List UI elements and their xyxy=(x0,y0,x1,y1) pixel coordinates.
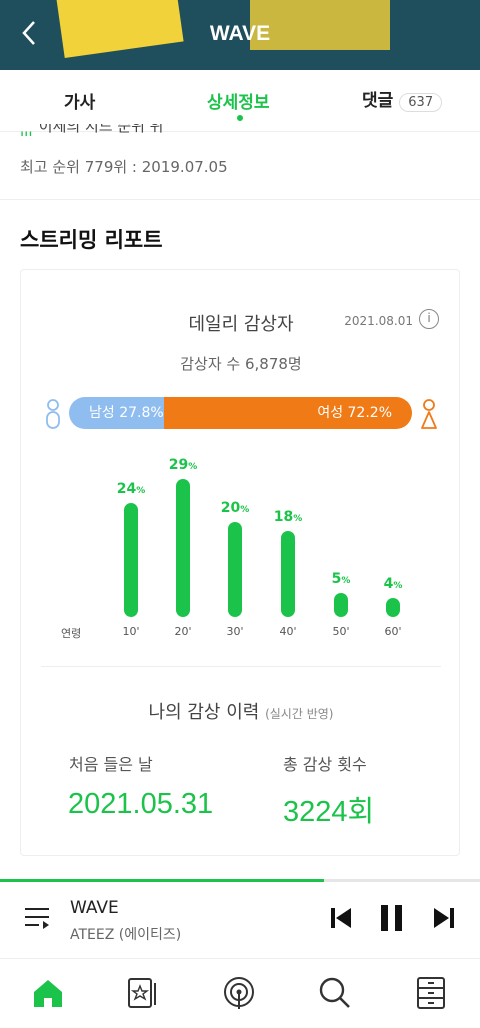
total-plays-count: 3224회 xyxy=(283,796,375,828)
age-bar-4 xyxy=(281,531,295,617)
age-bar-label: 20' xyxy=(174,625,192,638)
age-bar-6 xyxy=(386,598,400,617)
age-bar-value: 29% xyxy=(168,457,198,473)
search-icon[interactable] xyxy=(318,976,352,1010)
back-icon[interactable] xyxy=(22,20,52,50)
storage-icon[interactable] xyxy=(414,976,448,1010)
album-art-fragment xyxy=(250,0,390,50)
age-bar-value: 4% xyxy=(383,576,403,592)
active-tab-indicator xyxy=(237,115,243,121)
daily-listeners-title: 데일리 감상자 xyxy=(188,314,294,335)
age-bar-value: 5% xyxy=(331,571,351,587)
age-bar-value: 20% xyxy=(220,500,250,516)
report-date: 2021.08.01 xyxy=(344,314,413,328)
divider xyxy=(41,666,441,667)
tab-lyrics[interactable]: 가사 xyxy=(64,93,96,113)
peak-rank: 최고 순위 779위 : 2019.07.05 xyxy=(20,158,228,176)
page-title: WAVE xyxy=(209,22,271,45)
age-bar-value: 18% xyxy=(273,509,303,525)
history-title: 나의 감상 이력 (실시간 반영) xyxy=(21,698,461,724)
playlist-icon[interactable] xyxy=(24,906,50,930)
age-bar-5 xyxy=(334,593,348,617)
next-icon[interactable] xyxy=(433,906,455,930)
progress-fill xyxy=(0,879,324,882)
age-bar-label: 40' xyxy=(279,625,297,638)
tab-comments[interactable]: 댓글 637 xyxy=(362,86,443,112)
age-axis-label: 연령 xyxy=(61,627,82,640)
chart-icon: ııı xyxy=(20,126,33,136)
previous-icon[interactable] xyxy=(330,906,352,930)
male-icon xyxy=(46,399,60,429)
comment-count-badge: 637 xyxy=(399,93,443,112)
streaming-report-card: 데일리 감상자 2021.08.01 i 감상자 수 6,878명 남성 27.… xyxy=(20,269,460,856)
streaming-report-title: 스트리밍 리포트 xyxy=(20,228,163,252)
age-bar-2 xyxy=(176,479,190,617)
female-icon xyxy=(421,399,437,429)
age-bar-label: 50' xyxy=(332,625,350,638)
playback-progress[interactable] xyxy=(0,879,480,882)
info-icon[interactable]: i xyxy=(419,309,439,329)
pause-icon[interactable] xyxy=(380,904,404,932)
age-bar-label: 10' xyxy=(122,625,140,638)
age-bar-3 xyxy=(228,522,242,617)
listener-count: 감상자 수 6,878명 xyxy=(180,355,302,373)
tab-comments-label: 댓글 xyxy=(362,91,394,111)
total-plays-label: 총 감상 횟수 xyxy=(283,755,367,774)
history-subtitle: (실시간 반영) xyxy=(265,707,334,721)
podcast-icon[interactable] xyxy=(222,976,256,1010)
age-bar-1 xyxy=(124,503,138,617)
male-segment: 남성 27.8% xyxy=(69,397,165,429)
tab-details[interactable]: 상세정보 xyxy=(207,93,270,113)
track-artist: ATEEZ (에이티즈) xyxy=(70,927,182,943)
age-chart: 24% 29% 20% 18% 5% 4% xyxy=(21,440,461,640)
age-bar-label: 30' xyxy=(226,625,244,638)
mini-player[interactable]: WAVE ATEEZ (에이티즈) xyxy=(0,882,480,958)
age-bar-label: 60' xyxy=(384,625,402,638)
bottom-nav xyxy=(0,958,480,1028)
chart-rank-partial: ııı 이세의 지드 순위 위 xyxy=(20,124,164,136)
track-title: WAVE xyxy=(70,898,119,918)
first-listen-date: 2021.05.31 xyxy=(68,788,214,820)
female-segment: 여성 72.2% xyxy=(164,397,412,429)
gender-ratio-bar: 남성 27.8% 여성 72.2% xyxy=(69,397,412,429)
history-title-text: 나의 감상 이력 xyxy=(148,702,260,723)
first-listen-label: 처음 들은 날 xyxy=(69,755,153,774)
divider xyxy=(0,199,480,200)
album-header: WAVE xyxy=(0,0,480,70)
tab-bar: 가사 상세정보 댓글 637 xyxy=(0,70,480,132)
age-bar-value: 24% xyxy=(116,481,146,497)
library-icon[interactable] xyxy=(125,976,159,1010)
home-icon[interactable] xyxy=(31,976,65,1010)
